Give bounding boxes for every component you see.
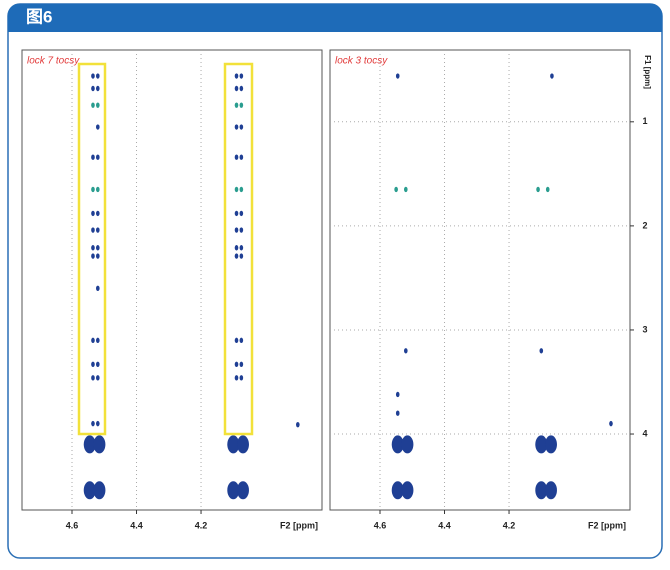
peak [394,187,398,192]
peak [296,422,300,427]
header-bar [8,4,662,32]
peak [550,73,554,78]
peak [240,253,244,258]
peak [235,86,239,91]
peak [91,421,95,426]
y-tick-label: 1 [642,116,647,126]
header-title: 图6 [26,7,52,26]
peak [96,253,100,258]
peak [237,481,249,499]
y-tick-label: 4 [642,428,647,438]
peak [93,435,105,453]
y-axis-label: F1 [ppm] [643,55,652,89]
peak [91,102,95,107]
peak [235,187,239,192]
peak [235,124,239,129]
peak [96,102,100,107]
peak [396,411,400,416]
peak [91,362,95,367]
peak [96,73,100,78]
peak [91,253,95,258]
peak [240,102,244,107]
panel-title: lock 7 tocsy [27,56,80,67]
x-tick-label: 4.6 [374,520,387,530]
peak [235,245,239,250]
peak [240,154,244,159]
peak [91,211,95,216]
peak [91,375,95,380]
peak [536,187,540,192]
peak [235,362,239,367]
peak [539,348,543,353]
peak [96,124,100,129]
peak [91,86,95,91]
peak [396,392,400,397]
peak [235,102,239,107]
peak [96,375,100,380]
peak [96,187,100,192]
peak [401,481,413,499]
peak [240,187,244,192]
peak [96,211,100,216]
peak [96,362,100,367]
x-axis-label: F2 [ppm] [280,520,318,530]
x-tick-label: 4.2 [503,520,516,530]
x-tick-label: 4.4 [130,520,143,530]
peak [235,227,239,232]
peak [91,154,95,159]
peak [545,435,557,453]
peak [91,187,95,192]
peak [240,211,244,216]
peak [96,421,100,426]
peak [240,73,244,78]
x-axis-label: F2 [ppm] [588,520,626,530]
y-tick-label: 3 [642,324,647,334]
peak [240,124,244,129]
peak [91,227,95,232]
peak [96,227,100,232]
x-tick-label: 4.4 [438,520,451,530]
peak [91,338,95,343]
peak [240,338,244,343]
peak [91,245,95,250]
peak [240,375,244,380]
figure: 图6 4.6 4.4 4.2 F2 [ppm] lock 7 tocsy 4.6 4.4 4.… [0,0,670,565]
x-tick-label: 4.2 [195,520,208,530]
x-tick-label: 4.6 [66,520,79,530]
peak [240,86,244,91]
peak [545,481,557,499]
panel-title: lock 3 tocsy [335,56,388,67]
peak [546,187,550,192]
y-tick-label: 2 [642,220,647,230]
peak [396,73,400,78]
peak [96,245,100,250]
peak [96,286,100,291]
peak [404,348,408,353]
peak [235,338,239,343]
peak [96,338,100,343]
peak [240,227,244,232]
peak [235,73,239,78]
peak [240,245,244,250]
peak [96,86,100,91]
peak [404,187,408,192]
peak [240,362,244,367]
peak [235,375,239,380]
peak [91,73,95,78]
peak [609,421,613,426]
peak [235,211,239,216]
peak [237,435,249,453]
peak [93,481,105,499]
peak [235,253,239,258]
peak [401,435,413,453]
peak [96,154,100,159]
peak [235,154,239,159]
